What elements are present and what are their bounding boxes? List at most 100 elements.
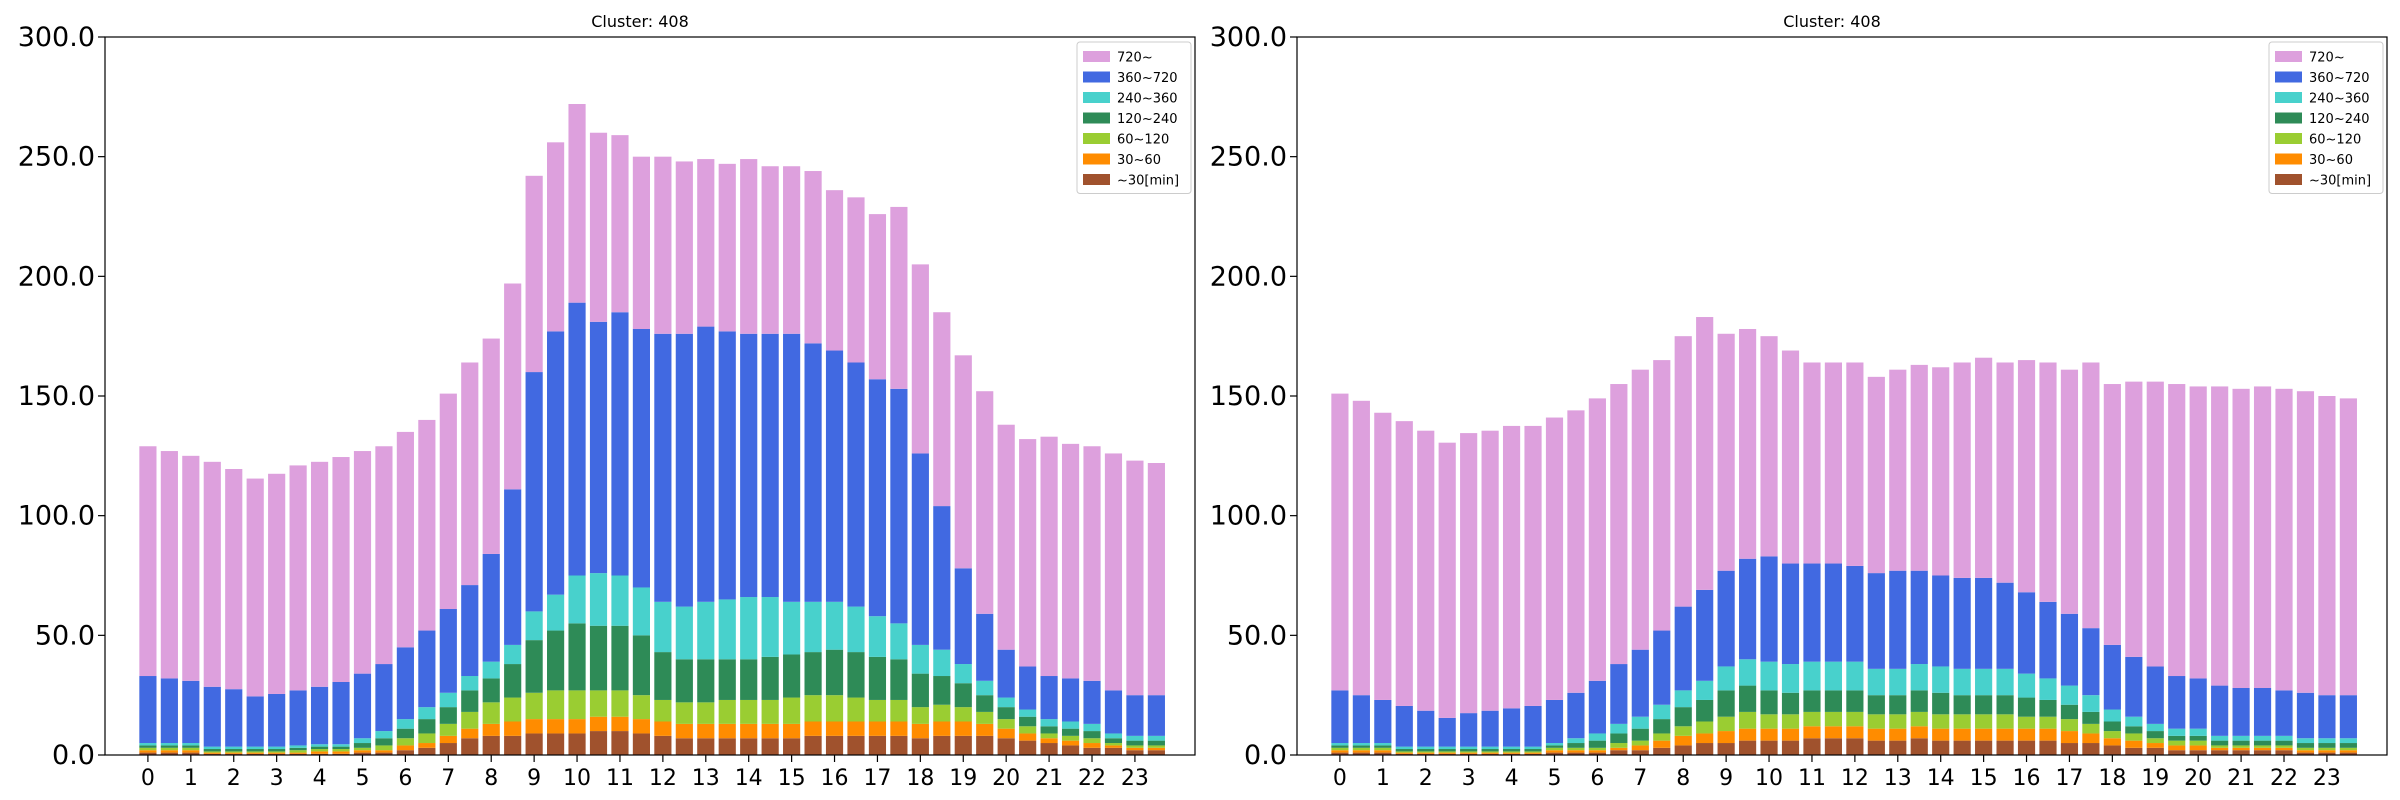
y-tick-label: 300.0 xyxy=(1210,22,1287,53)
bar-segment xyxy=(1781,692,1800,715)
bar-segment xyxy=(1696,589,1714,681)
bar-segment xyxy=(2017,697,2036,717)
bar-segment xyxy=(1975,577,1993,669)
bar-segment xyxy=(1910,726,1928,739)
bar-segment xyxy=(1889,369,1907,571)
bar-segment xyxy=(1953,362,1971,578)
bar-segment xyxy=(1104,738,1123,744)
bar-segment xyxy=(1374,745,1392,748)
bar-segment xyxy=(1126,740,1144,746)
bar-segment xyxy=(375,752,393,755)
bar-segment xyxy=(2103,709,2121,722)
bar-segment xyxy=(847,606,865,653)
bar-segment xyxy=(2060,613,2079,686)
bar-segment xyxy=(868,616,887,657)
bar-segment xyxy=(2168,676,2186,729)
bar-segment xyxy=(396,719,414,729)
bar-segment xyxy=(1674,707,1692,727)
bar-segment xyxy=(1588,733,1606,741)
bar-segment xyxy=(139,745,157,748)
bar-segment xyxy=(1374,752,1392,755)
bar-segment xyxy=(761,738,779,755)
bar-segment xyxy=(589,731,608,755)
bar-segment xyxy=(418,733,436,744)
bar-segment xyxy=(761,699,779,724)
bar-segment xyxy=(268,751,286,753)
bar-segment xyxy=(1910,690,1928,712)
bar-segment xyxy=(1760,690,1778,715)
bar-segment xyxy=(1061,740,1080,746)
bar-segment xyxy=(1717,716,1735,732)
bar-segment xyxy=(2039,678,2057,700)
bar-segment xyxy=(847,362,865,607)
legend-label: ~30[min] xyxy=(2309,174,2371,189)
legend-label: 120~240 xyxy=(2309,112,2370,127)
bar-segment xyxy=(1104,747,1123,755)
legend-label: 30~60 xyxy=(1117,153,1161,168)
x-tick-label: 4 xyxy=(1505,766,1519,791)
y-tick-label: 50.0 xyxy=(35,620,95,651)
bar-segment xyxy=(1147,745,1165,748)
bar-segment xyxy=(911,264,929,454)
bar-segment xyxy=(1631,740,1649,746)
bar-segment xyxy=(911,673,929,708)
bar-segment xyxy=(2232,750,2250,755)
bar-segment xyxy=(160,752,178,755)
bar-segment xyxy=(1104,733,1123,739)
y-tick-label: 300.0 xyxy=(18,22,95,53)
bar-segment xyxy=(504,735,522,755)
bar-segment xyxy=(654,699,672,722)
x-tick-label: 18 xyxy=(2098,766,2126,791)
bar-segment xyxy=(1083,446,1101,681)
bar-segment xyxy=(825,350,844,602)
bar-segment xyxy=(1975,695,1993,715)
bar-segment xyxy=(2318,738,2336,744)
bar-segment xyxy=(2339,750,2357,753)
bar-segment xyxy=(482,723,500,736)
bar-segment xyxy=(868,214,887,380)
bar-segment xyxy=(718,738,736,755)
bar-segment xyxy=(1061,721,1080,729)
bar-segment xyxy=(482,678,500,703)
bar-segment xyxy=(1760,556,1778,662)
bar-segment xyxy=(632,733,650,755)
bar-segment xyxy=(1545,743,1564,746)
chart-left-plot-frame xyxy=(104,36,1196,756)
bar-segment xyxy=(268,473,286,694)
bar-segment xyxy=(1803,738,1821,755)
bar-segment xyxy=(1481,749,1499,752)
bar-segment xyxy=(868,656,887,700)
x-tick-label: 17 xyxy=(863,766,891,791)
bar-segment xyxy=(2103,731,2121,739)
bar-segment xyxy=(2211,735,2229,741)
legend-swatch xyxy=(1083,51,1110,62)
bar-segment xyxy=(740,597,758,660)
legend-swatch xyxy=(1083,153,1110,165)
bar-segment xyxy=(396,431,414,648)
bar-segment xyxy=(589,573,608,626)
bar-segment xyxy=(1502,708,1521,747)
bar-segment xyxy=(933,721,951,736)
bar-segment xyxy=(1953,577,1971,669)
bar-segment xyxy=(182,745,200,748)
legend-swatch xyxy=(2275,71,2302,83)
bar-segment xyxy=(375,664,393,732)
bar-segment xyxy=(1889,714,1907,729)
legend-swatch xyxy=(2275,133,2302,144)
bar-segment xyxy=(1395,752,1413,754)
bar-segment xyxy=(1502,749,1521,752)
bar-segment xyxy=(353,738,372,744)
bar-segment xyxy=(740,659,758,700)
bar-segment xyxy=(2232,747,2250,751)
bar-segment xyxy=(976,735,994,755)
bar-segment xyxy=(2082,723,2100,734)
bar-segment xyxy=(1126,750,1144,755)
bar-segment xyxy=(1567,410,1585,693)
bar-segment xyxy=(461,728,479,739)
bar-segment xyxy=(225,751,243,753)
bar-segment xyxy=(2211,685,2229,736)
bar-segment xyxy=(1824,690,1842,712)
y-tick-label: 100.0 xyxy=(1210,501,1287,532)
bar-segment xyxy=(504,283,522,490)
legend-swatch xyxy=(2275,51,2302,62)
